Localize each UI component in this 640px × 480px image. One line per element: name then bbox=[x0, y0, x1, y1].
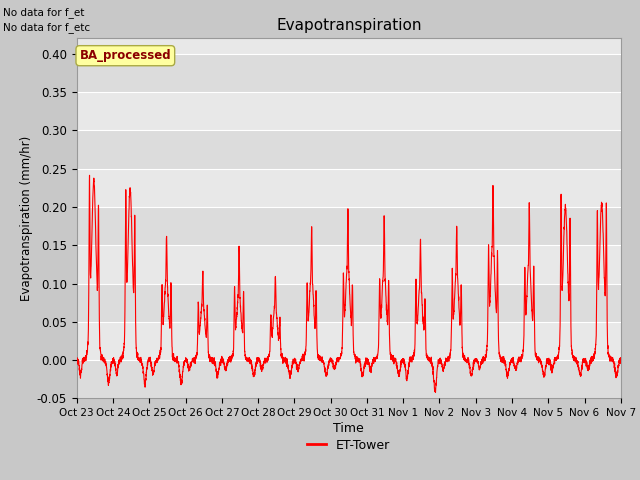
X-axis label: Time: Time bbox=[333, 422, 364, 435]
Bar bbox=[77, 168, 621, 207]
Text: BA_processed: BA_processed bbox=[79, 49, 171, 62]
Title: Evapotranspiration: Evapotranspiration bbox=[276, 18, 422, 33]
Text: No data for f_et: No data for f_et bbox=[3, 7, 84, 18]
Bar bbox=[77, 245, 621, 284]
Bar bbox=[77, 322, 621, 360]
Bar bbox=[77, 360, 621, 398]
Text: No data for f_etc: No data for f_etc bbox=[3, 22, 90, 33]
Bar bbox=[77, 130, 621, 168]
Bar bbox=[77, 284, 621, 322]
Legend: ET-Tower: ET-Tower bbox=[302, 434, 396, 457]
Y-axis label: Evapotranspiration (mm/hr): Evapotranspiration (mm/hr) bbox=[20, 136, 33, 301]
Bar bbox=[77, 207, 621, 245]
Bar bbox=[77, 92, 621, 130]
Bar bbox=[77, 54, 621, 92]
